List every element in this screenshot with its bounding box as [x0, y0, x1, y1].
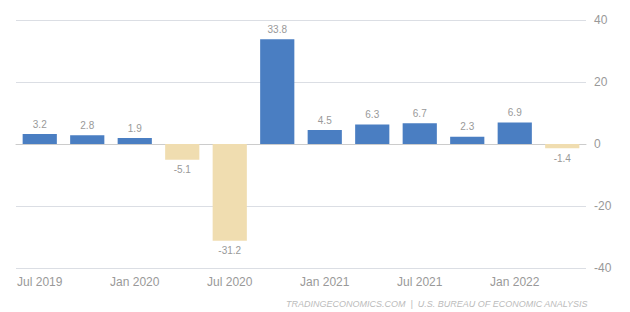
- svg-text:1.9: 1.9: [128, 123, 142, 134]
- svg-text:33.8: 33.8: [268, 24, 288, 35]
- svg-text:Jan 2022: Jan 2022: [490, 275, 540, 289]
- svg-text:TRADINGECONOMICS.COM | U.S.: TRADINGECONOMICS.COM | U.S. BUREAU OF EC…: [286, 299, 588, 309]
- svg-text:40: 40: [594, 13, 608, 27]
- svg-text:6.9: 6.9: [508, 107, 522, 118]
- svg-text:0: 0: [594, 137, 601, 151]
- svg-text:Jan 2020: Jan 2020: [110, 275, 160, 289]
- svg-text:2.8: 2.8: [80, 120, 94, 131]
- svg-text:-5.1: -5.1: [174, 164, 192, 175]
- svg-text:3.2: 3.2: [33, 119, 47, 130]
- svg-text:6.3: 6.3: [365, 109, 379, 120]
- svg-text:-1.4: -1.4: [554, 153, 572, 164]
- svg-text:2.3: 2.3: [460, 121, 474, 132]
- svg-text:Jul 2020: Jul 2020: [207, 275, 253, 289]
- svg-text:-20: -20: [594, 199, 612, 213]
- svg-text:Jan 2021: Jan 2021: [300, 275, 350, 289]
- svg-text:4.5: 4.5: [318, 115, 332, 126]
- svg-text:Jul 2019: Jul 2019: [17, 275, 63, 289]
- svg-text:-31.2: -31.2: [218, 245, 241, 256]
- svg-text:6.7: 6.7: [413, 108, 427, 119]
- svg-text:20: 20: [594, 75, 608, 89]
- svg-text:Jul 2021: Jul 2021: [397, 275, 443, 289]
- svg-text:-40: -40: [594, 261, 612, 275]
